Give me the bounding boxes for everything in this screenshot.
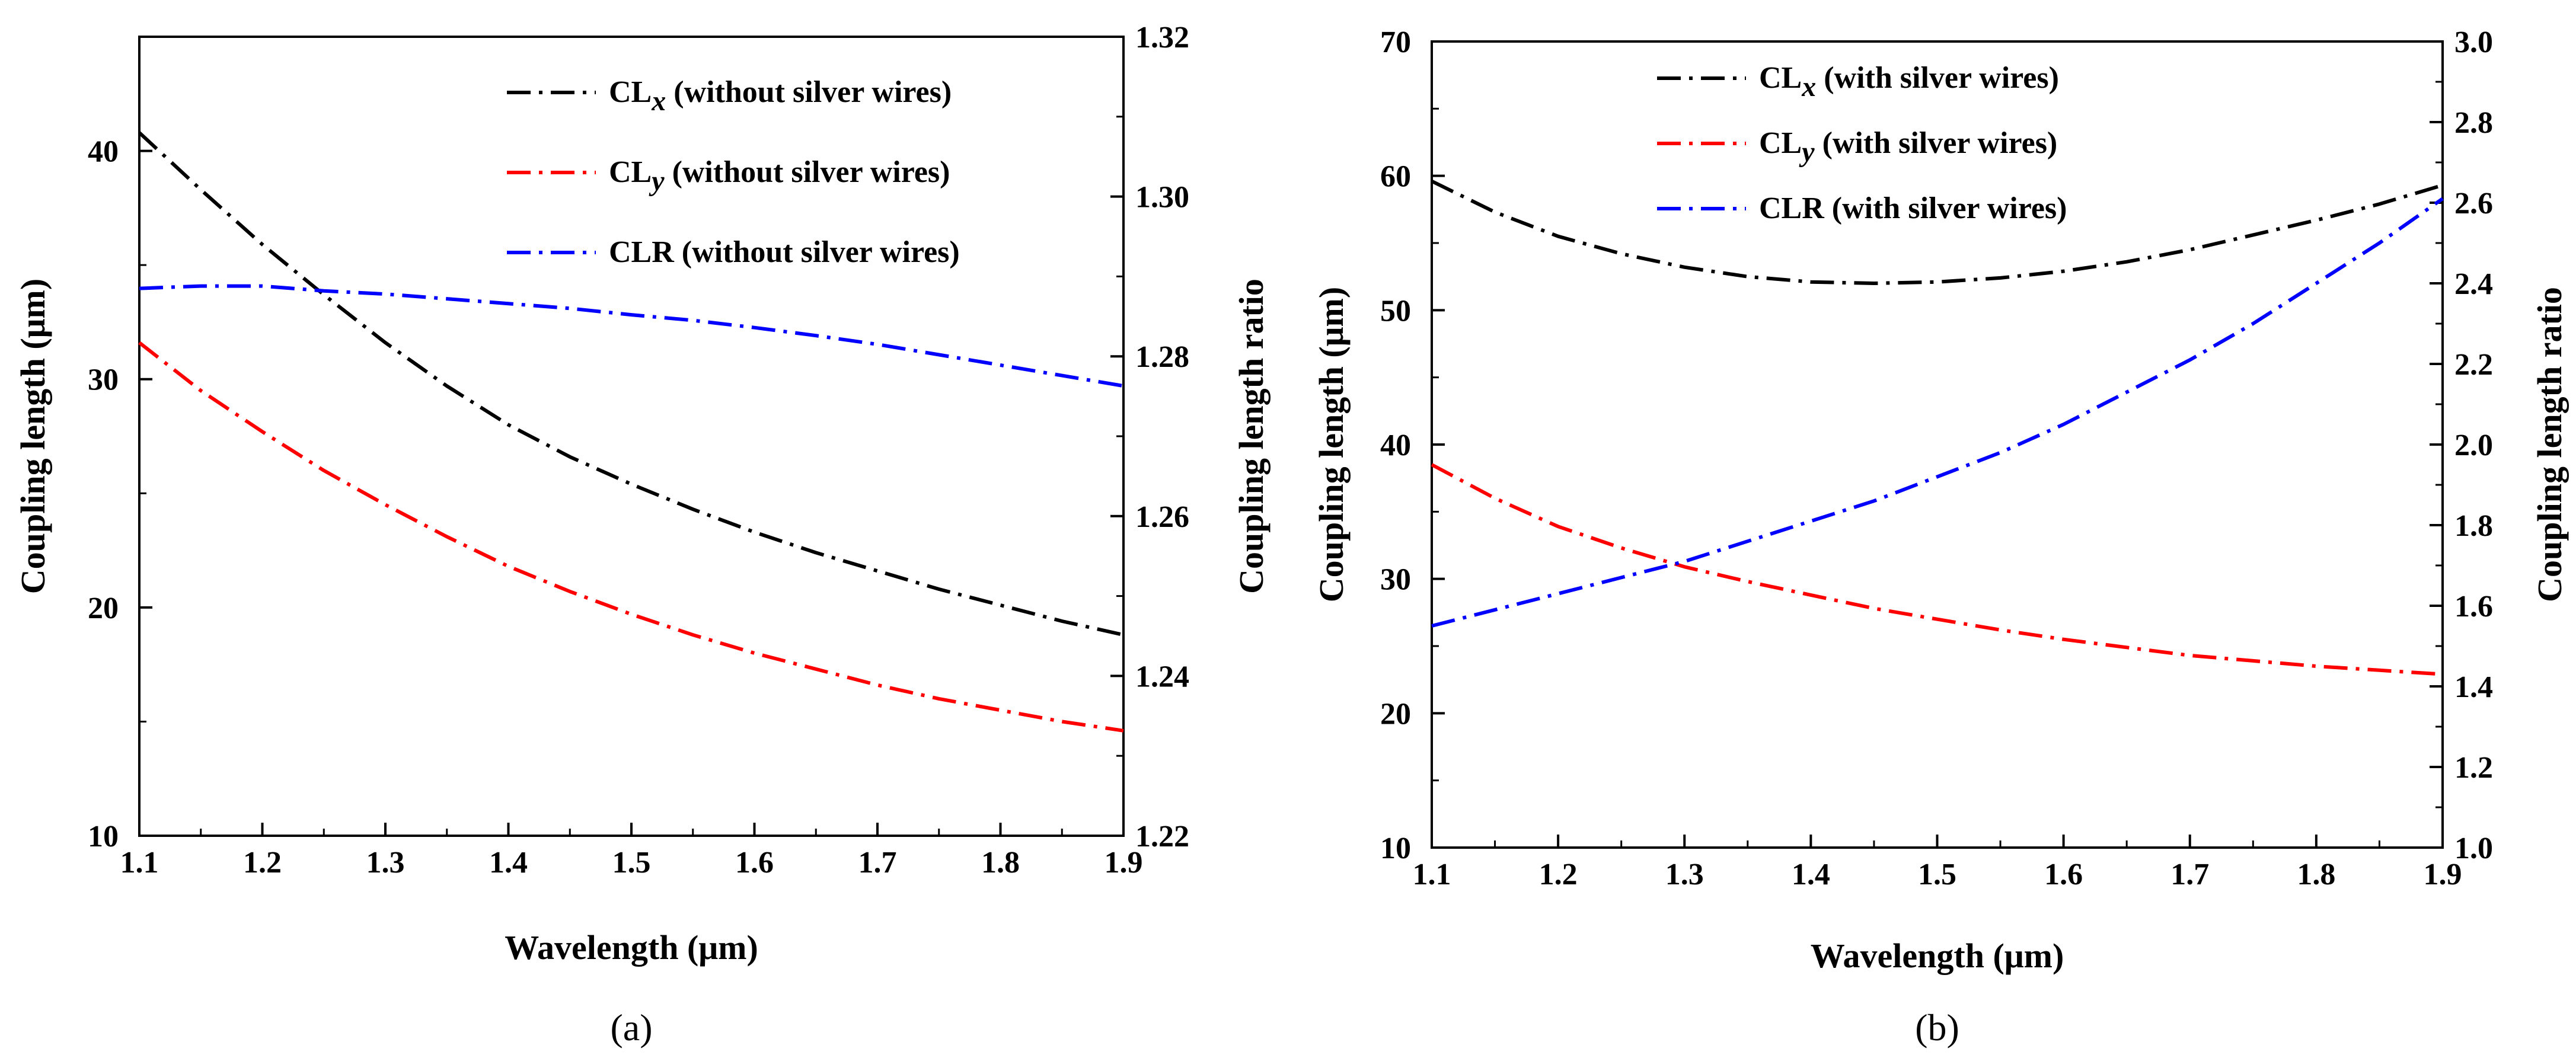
plot-frame [1431,40,2444,849]
y-tick-label: 10 [88,820,119,854]
x-tick-label: 1.3 [1665,858,1704,891]
y-tick-label: 40 [88,135,119,169]
chart-panel-a: 1.1 1.2 1.3 1.4 1.5 1.6 1.7 1.8 1.9 10 20 30 40 1.22 1… [14,21,1271,1049]
y2-tick-label: 1.26 [1135,500,1189,534]
legend-label-base: CL [1759,126,1802,160]
legend-label-subscript: x [1801,71,1816,103]
legend-label-base: CL [609,155,652,189]
legend-label-base: CL [1759,61,1802,95]
legend-label: CLR (without silver wires) [609,235,960,269]
y-tick-label: 30 [1380,563,1411,597]
x-tick-label: 1.9 [2424,858,2462,891]
y2-tick-label: 1.0 [2454,832,2493,865]
y2-tick-label: 1.32 [1135,21,1189,55]
y2-tick-label: 2.8 [2454,106,2493,140]
x-tick-label: 1.8 [981,846,1020,880]
legend-label-suffix: (without silver wires) [665,155,950,189]
series-line-x [138,131,1124,637]
x-tick-label: 1.6 [2044,858,2083,891]
x-tick-label: 1.8 [2297,858,2335,891]
x-tick-label: 1.4 [489,846,528,880]
legend-label: CLy (with silver wires) [1759,126,2057,168]
legend-label: CLy (without silver wires) [609,155,950,197]
x-tick-label: 1.7 [858,846,897,880]
legend-label: CLR (with silver wires) [1759,191,2067,225]
y2-tick-label: 2.6 [2454,187,2493,220]
y2-tick-label: 2.0 [2454,429,2493,462]
y2-tick-label: 1.28 [1135,340,1189,374]
x-tick-label: 1.1 [120,846,159,880]
y2-tick-label: 1.30 [1135,181,1189,215]
y-tick-label: 70 [1380,25,1411,59]
y2-tick-label: 1.22 [1135,820,1189,854]
y-tick-label: 60 [1380,160,1411,194]
x-axis-label: Wavelength (μm) [505,928,758,967]
x-tick-label: 1.1 [1413,858,1451,891]
series-line-clr [1431,197,2444,628]
y-axis-label: Coupling length (μm) [1312,287,1351,602]
panel-label: (b) [1915,1006,1959,1049]
y2-tick-label: 2.2 [2454,348,2493,382]
y-tick-label: 30 [88,363,119,397]
legend-label-base: CLR [609,235,675,269]
y2-axis-label: Coupling length ratio [2530,287,2569,602]
y2-axis-label: Coupling length ratio [1232,279,1271,594]
y-tick-label: 50 [1380,294,1411,328]
y-axis-label: Coupling length (μm) [14,279,52,594]
series-line-y [138,341,1124,733]
y-tick-label: 20 [1380,697,1411,731]
x-tick-label: 1.5 [1918,858,1956,891]
y2-tick-label: 2.4 [2454,267,2493,301]
x-tick-label: 1.2 [243,846,282,880]
legend: CLx (without silver wires)CLy (without s… [507,75,960,269]
legend-label-suffix: (with silver wires) [1816,61,2059,95]
chart-panel-b: 1.1 1.2 1.3 1.4 1.5 1.6 1.7 1.8 1.9 10 20 30 40 50 60 7… [1312,25,2569,1049]
x-tick-label: 1.6 [735,846,774,880]
legend-label-base: CL [609,75,652,109]
y-tick-label: 20 [88,592,119,625]
x-tick-label: 1.7 [2170,858,2209,891]
x-tick-label: 1.5 [612,846,651,880]
series-line-x [1431,180,2443,285]
series-line-clr [139,284,1124,388]
y-tick-label: 10 [1380,832,1411,865]
legend-label-subscript: y [1799,136,1815,168]
x-tick-label: 1.2 [1539,858,1578,891]
legend-label-suffix: (without silver wires) [674,235,960,269]
x-tick-label: 1.4 [1792,858,1830,891]
series-line-y [1431,463,2443,676]
y2-tick-label: 1.6 [2454,590,2493,624]
y2-tick-label: 1.4 [2454,670,2493,704]
legend-label: CLx (without silver wires) [609,75,952,117]
legend-label-suffix: (with silver wires) [1824,191,2067,225]
legend-label-suffix: (without silver wires) [666,75,952,109]
legend: CLx (with silver wires)CLy (with silver … [1657,61,2067,225]
legend-label-subscript: y [649,165,665,197]
legend-label-subscript: x [651,85,666,117]
panel-label: (a) [610,1006,652,1049]
y-tick-label: 40 [1380,429,1411,462]
y2-tick-label: 1.24 [1135,660,1189,693]
x-axis-label: Wavelength (μm) [1811,936,2064,975]
legend-label-suffix: (with silver wires) [1815,126,2058,160]
y2-tick-label: 1.8 [2454,509,2493,543]
x-tick-label: 1.9 [1105,846,1143,880]
legend-label: CLx (with silver wires) [1759,61,2059,103]
y2-tick-label: 1.2 [2454,751,2493,785]
legend-label-base: CLR [1759,191,1825,225]
y2-tick-label: 3.0 [2454,25,2493,59]
x-tick-label: 1.3 [366,846,405,880]
